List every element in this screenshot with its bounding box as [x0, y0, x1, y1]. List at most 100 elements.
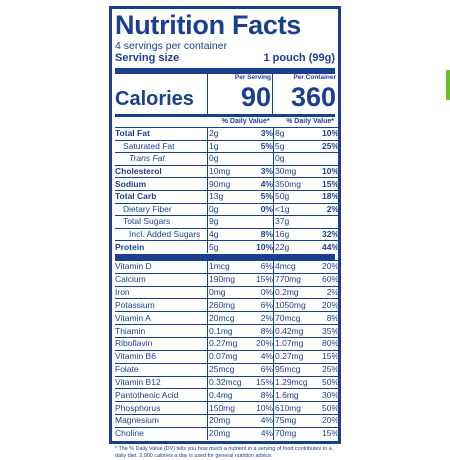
calories-label: Calories: [115, 88, 194, 110]
serving-amount: 10mg: [207, 165, 246, 178]
serving-daily-value: 15%: [255, 376, 273, 387]
label-title: Nutrition Facts: [115, 10, 302, 40]
serving-daily-value: [246, 153, 274, 166]
container-amount: 8g: [273, 127, 312, 141]
thick-rule-vitamins: [115, 253, 335, 260]
per-serving-column: Per Serving 90: [207, 74, 271, 114]
serving-daily-value: 4%: [260, 428, 273, 439]
serving-daily-value: 3%: [260, 128, 273, 139]
nutrient-row: Sodium 90mg 4% 350mg 15%: [115, 177, 339, 191]
serving-daily-value: 8%: [260, 229, 273, 240]
serving-daily-value: 0%: [260, 203, 273, 214]
serving-daily-value: 4%: [260, 351, 273, 362]
nutrient-row: Phosphorus 150mg 10% 610mg 50%: [115, 401, 339, 415]
per-container-header: Per Container: [293, 74, 336, 81]
serving-amount: 90mg: [207, 177, 246, 191]
serving-amount: 25mcg: [207, 363, 246, 377]
nutrient-row: Total Fat 2g 3% 8g 10%: [115, 127, 339, 141]
serving-daily-value: 6%: [260, 299, 273, 310]
nutrient-name: Vitamin B12: [115, 376, 161, 387]
container-amount: 16g: [273, 228, 312, 241]
nutrient-row: Vitamin B12 0.32mcg 15% 1.29mcg 50%: [115, 376, 339, 389]
nutrient-row: Vitamin A 20mcg 2% 70mcg 8%: [115, 311, 339, 325]
serving-amount: 0.4mg: [207, 388, 246, 402]
serving-amount: 9g: [207, 215, 246, 229]
container-daily-value: 32%: [321, 229, 339, 240]
thick-rule: [115, 68, 335, 74]
container-daily-value: 2%: [326, 203, 339, 214]
nutrient-name: Total Fat: [115, 128, 150, 139]
nutrient-name: Vitamin B6: [115, 351, 156, 362]
nutrient-row: Potassium 260mg 6% 1050mg 20%: [115, 298, 339, 312]
serving-daily-value: 5%: [260, 191, 273, 202]
container-daily-value: 20%: [321, 299, 339, 310]
container-daily-value: 15%: [321, 428, 339, 439]
serving-amount: 4g: [207, 228, 246, 241]
serving-amount: 20mcg: [207, 311, 246, 325]
serving-daily-value: 6%: [260, 364, 273, 375]
serving-daily-value: 4%: [260, 415, 273, 426]
per-container-column: Per Container 360: [272, 74, 336, 114]
nutrient-name: Magnesium: [115, 415, 159, 426]
nutrient-row: Riboflavin 0.27mg 20% 1.07mg 80%: [115, 337, 339, 351]
nutrient-name: Protein: [115, 241, 145, 252]
container-amount: 1.07mg: [273, 337, 312, 351]
nutrient-name: Vitamin D: [115, 261, 152, 272]
container-daily-value: 8%: [326, 312, 339, 323]
nutrient-row: Cholesterol 10mg 3% 30mg 10%: [115, 165, 339, 178]
serving-amount: 0g: [207, 152, 246, 166]
serving-daily-value: 0%: [260, 287, 273, 298]
serving-daily-value: 5%: [260, 140, 273, 151]
container-daily-value: 80%: [321, 338, 339, 349]
container-amount: 30mg: [273, 165, 312, 178]
serving-daily-value: [246, 216, 274, 229]
calories-block: Calories Per Serving 90 Per Container 36…: [115, 74, 336, 114]
container-daily-value: 10%: [321, 128, 339, 139]
serving-daily-value: 2%: [260, 312, 273, 323]
container-daily-value: 2%: [326, 287, 339, 298]
serving-amount: 0.32mcg: [207, 376, 246, 389]
container-amount: 70mg: [273, 427, 312, 440]
nutrient-row: Incl. Added Sugars 4g 8% 16g 32%: [115, 228, 339, 241]
serving-amount: 190mg: [207, 273, 246, 287]
container-daily-value: 44%: [321, 241, 339, 252]
nutrient-name: Total Carb: [115, 191, 157, 202]
nutrient-name: Iron: [115, 287, 130, 298]
calories-per-serving: 90: [240, 82, 271, 112]
container-daily-value: 30%: [321, 389, 339, 400]
nutrient-row: Pantothenic Acid 0.4mg 8% 1.6mg 30%: [115, 388, 339, 402]
container-amount: 75mg: [273, 414, 312, 428]
nutrient-name: Sodium: [115, 178, 147, 189]
container-amount: 4mcg: [273, 260, 312, 274]
container-daily-value: 20%: [321, 415, 339, 426]
nutrient-name: Total Sugars: [123, 216, 171, 227]
container-amount: <1g: [273, 203, 312, 216]
serving-size-label: Serving size: [115, 52, 180, 64]
serving-amount: 0.1mg: [207, 324, 246, 338]
nutrient-row: Trans Fat 0g 0g: [115, 152, 339, 166]
nutrient-name: Vitamin A: [115, 312, 151, 323]
serving-size-value: 1 pouch (99g): [263, 52, 335, 64]
nutrient-row: Protein 5g 10% 22g 44%: [115, 240, 339, 253]
nutrient-row: Folate 25mcg 6% 95mcg 25%: [115, 363, 339, 377]
serving-amount: 13g: [207, 190, 246, 204]
green-edge-strip: [446, 70, 450, 100]
container-amount: 22g: [273, 240, 312, 253]
nutrient-name: Saturated Fat: [123, 140, 175, 151]
nutrient-name: Choline: [115, 428, 144, 439]
nutrient-name: Incl. Added Sugars: [129, 229, 201, 240]
nutrient-name: Riboflavin: [115, 338, 153, 349]
nutrient-row: Choline 20mg 4% 70mg 15%: [115, 427, 339, 440]
nutrient-row: Thiamin 0.1mg 8% 0.42mg 35%: [115, 324, 339, 338]
container-daily-value: 20%: [321, 261, 339, 272]
nutrient-row: Total Carb 13g 5% 50g 18%: [115, 190, 339, 204]
serving-amount: 0g: [207, 203, 246, 216]
container-daily-value: 50%: [321, 402, 339, 413]
dv-header-serving: % Daily Value*: [221, 118, 270, 125]
container-daily-value: 15%: [321, 351, 339, 362]
nutrient-name: Potassium: [115, 299, 155, 310]
container-amount: 0.27mg: [273, 350, 312, 364]
serving-daily-value: 15%: [255, 274, 273, 285]
container-daily-value: 35%: [321, 325, 339, 336]
nutrient-row: Total Sugars 9g 37g: [115, 215, 339, 229]
